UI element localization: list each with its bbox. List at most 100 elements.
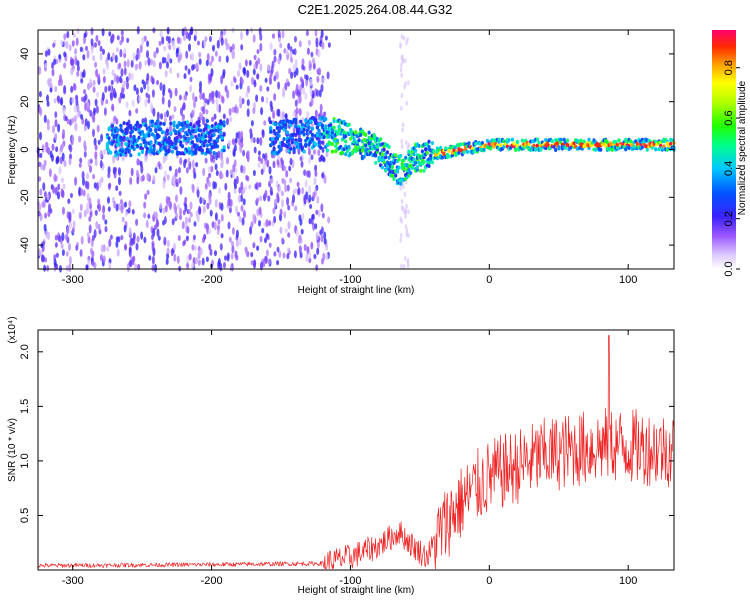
spectrogram-cell <box>206 202 210 210</box>
spectrogram-cell <box>128 72 132 81</box>
spectrogram-cell <box>153 211 157 218</box>
spectrogram-cell <box>374 160 378 165</box>
spectrogram-cell <box>404 224 408 230</box>
spectrogram-cell <box>91 234 95 242</box>
spectrogram-cell <box>364 132 368 137</box>
spectrogram-cell <box>214 163 218 171</box>
spectrogram-cell <box>120 204 124 214</box>
spectrogram-cell <box>104 85 108 93</box>
spectrogram-cell <box>37 248 41 256</box>
spectrogram-cell <box>294 35 297 43</box>
spectrogram-cell <box>324 127 328 132</box>
spectrogram-cell <box>402 35 406 41</box>
spectrogram-cell <box>66 30 70 39</box>
spectrogram-cell <box>174 130 178 134</box>
spectrogram-cell <box>79 203 83 212</box>
spectrogram-cell <box>400 55 404 61</box>
spectrogram-cell <box>162 145 166 150</box>
spectrogram-cell <box>198 58 202 65</box>
spectrogram-cell <box>175 135 179 140</box>
spectrogram-cell <box>91 260 95 267</box>
spectrogram-cell <box>401 58 405 64</box>
spectrogram-cell <box>144 59 148 66</box>
spectrogram-cell <box>80 113 84 120</box>
spectrogram-cell <box>144 123 148 128</box>
spectrogram-cell <box>90 46 94 55</box>
spectrogram-cell <box>38 161 41 167</box>
spectrogram-cell <box>287 221 291 230</box>
spectrogram-cell <box>322 135 326 140</box>
spectrogram-cell <box>173 242 176 251</box>
spectrogram-cell <box>219 130 223 135</box>
spectrogram-cell <box>615 142 619 147</box>
spectrogram-cell <box>427 164 431 168</box>
spectrogram-cell <box>38 90 42 98</box>
spectrogram-cell <box>120 198 123 205</box>
spectrogram-cell <box>235 254 239 261</box>
spectrogram-cell <box>226 117 229 126</box>
spectrogram-cell <box>216 228 220 236</box>
spectrogram-cell <box>315 232 319 241</box>
spectrogram-cell <box>112 166 116 175</box>
spectrogram-cell <box>402 122 405 128</box>
spectrogram-cell <box>178 177 182 184</box>
spectrogram-cell <box>176 47 179 54</box>
spectrogram-cell <box>442 151 446 156</box>
spectrogram-cell <box>232 164 236 173</box>
spectrogram-cell <box>83 95 86 104</box>
spectrogram-cell <box>125 101 129 109</box>
spectrogram-cell <box>83 32 87 38</box>
spectrogram-cell <box>305 122 309 127</box>
spectrogram-cell <box>550 139 555 144</box>
spectrogram-cell <box>474 141 478 146</box>
spectrogram-cell <box>55 146 59 153</box>
spectrogram-cell <box>219 125 223 130</box>
spectrogram-cell <box>415 164 419 169</box>
spectrogram-cell <box>364 143 368 148</box>
spectrogram-cell <box>119 123 123 128</box>
spectrogram-cell <box>400 138 403 144</box>
spectrogram-cell <box>298 40 302 48</box>
spectrogram-cell <box>190 135 194 140</box>
spectrogram-cell <box>205 143 209 148</box>
spectrogram-cell <box>111 105 115 112</box>
spectrogram-cell <box>64 115 68 121</box>
spectrogram-cell <box>99 149 103 158</box>
spectrogram-cell <box>210 165 214 173</box>
spectrogram-cell <box>292 90 296 99</box>
spectrogram-cell <box>91 250 95 258</box>
spectrogram-cell <box>314 223 318 230</box>
spectrogram-cell <box>106 246 110 252</box>
spectrogram-cell <box>207 181 211 187</box>
spectrogram-cell <box>57 234 61 243</box>
spectrogram-cell <box>83 151 87 158</box>
spectrogram-cell <box>315 264 319 272</box>
spectrogram-cell <box>430 160 434 165</box>
spectrogram-cell <box>287 143 291 148</box>
spectrogram-cell <box>237 194 241 203</box>
spectrogram-cell <box>217 91 221 99</box>
spectrogram-cell <box>53 98 57 104</box>
spectrogram-cell <box>279 226 283 234</box>
spectrogram-cell <box>85 45 88 51</box>
spectrogram-cell <box>68 44 72 52</box>
spectrogram-cell <box>95 220 99 230</box>
spectrogram-cell <box>156 228 160 237</box>
spectrogram-cell <box>112 139 116 144</box>
spectrogram-cell <box>47 146 51 155</box>
spectrogram-cell <box>400 198 404 204</box>
spectrogram-cell <box>135 169 139 177</box>
spectrogram-cell <box>159 164 163 170</box>
spectrogram-cell <box>268 242 272 248</box>
spectrogram-cell <box>266 64 270 72</box>
spectrogram-cell <box>213 221 217 231</box>
spectrogram-cell <box>316 89 319 97</box>
spectrogram-cell <box>185 120 189 125</box>
snr-y-tick-label: 0.5 <box>19 508 31 523</box>
spectrogram-cell <box>320 234 324 243</box>
spectrogram-cell <box>205 59 209 67</box>
spectrogram-cell <box>48 77 52 83</box>
spectrogram-cell <box>635 141 639 146</box>
spectrogram-cell <box>57 183 61 191</box>
